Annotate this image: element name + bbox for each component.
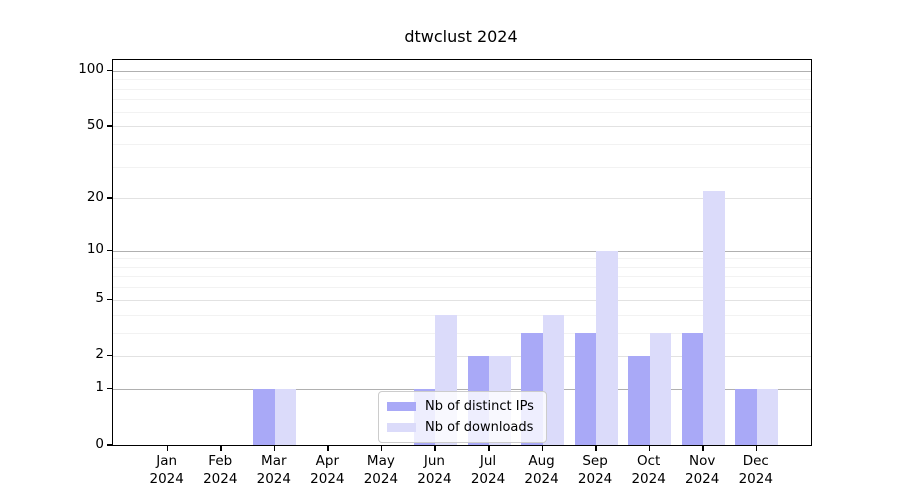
gridline-semi bbox=[113, 126, 811, 128]
x-tick-label-aug: Aug 2024 bbox=[524, 453, 559, 487]
gridline-semi bbox=[113, 299, 811, 301]
y-tick-mark bbox=[107, 354, 112, 357]
y-tick-label: 0 bbox=[95, 435, 104, 452]
chart-title: dtwclust 2024 bbox=[404, 27, 518, 46]
bar-downloads-sep bbox=[596, 250, 618, 445]
bar-downloads-dec bbox=[756, 388, 779, 445]
x-tick-label-apr: Apr 2024 bbox=[310, 453, 345, 487]
y-tick-mark bbox=[107, 249, 112, 252]
x-tick-label-may: May 2024 bbox=[363, 453, 399, 487]
legend-swatch-downloads-icon bbox=[387, 423, 416, 432]
y-tick-mark bbox=[107, 197, 112, 199]
bar-downloads-oct bbox=[649, 332, 672, 445]
bar-distinct-ips-nov bbox=[681, 332, 704, 445]
y-tick-label: 100 bbox=[78, 61, 104, 78]
x-tick-mark bbox=[273, 445, 276, 451]
y-tick-label: 5 bbox=[95, 290, 104, 307]
gridline-minor bbox=[113, 88, 811, 90]
gridline-minor bbox=[113, 287, 811, 289]
legend-item-downloads: Nb of downloads bbox=[387, 419, 534, 436]
x-tick-label-sep: Sep 2024 bbox=[577, 453, 613, 487]
x-tick-mark bbox=[595, 445, 597, 451]
y-tick-mark bbox=[107, 69, 112, 72]
x-tick-mark bbox=[220, 445, 222, 451]
gridline-minor bbox=[113, 276, 811, 278]
x-tick-label-oct: Oct 2024 bbox=[631, 453, 666, 487]
gridline-major bbox=[113, 250, 811, 252]
x-tick-label-nov: Nov 2024 bbox=[685, 453, 720, 487]
x-tick-mark bbox=[434, 445, 436, 451]
bar-downloads-nov bbox=[703, 190, 725, 445]
x-tick-label-mar: Mar 2024 bbox=[256, 453, 291, 487]
y-tick-mark bbox=[107, 298, 112, 301]
x-tick-label-jul: Jul 2024 bbox=[470, 453, 506, 487]
legend-swatch-distinct-ips-icon bbox=[387, 402, 416, 411]
y-tick-mark bbox=[107, 125, 112, 127]
legend: Nb of distinct IPs Nb of downloads bbox=[378, 391, 547, 443]
gridline-minor bbox=[113, 99, 811, 101]
x-tick-label-feb: Feb 2024 bbox=[203, 453, 238, 487]
x-tick-label-jan: Jan 2024 bbox=[149, 453, 184, 487]
gridline-major bbox=[113, 70, 811, 72]
y-tick-label: 20 bbox=[86, 188, 104, 205]
x-tick-mark bbox=[380, 445, 383, 451]
gridline-minor bbox=[113, 266, 811, 268]
y-tick-label: 1 bbox=[95, 379, 104, 396]
x-tick-mark bbox=[648, 445, 651, 451]
y-tick-label: 2 bbox=[95, 346, 104, 363]
gridline-semi bbox=[113, 355, 811, 357]
plot-area bbox=[112, 59, 812, 446]
gridline-semi bbox=[113, 198, 811, 200]
legend-label-downloads: Nb of downloads bbox=[425, 420, 534, 435]
legend-label-distinct-ips: Nb of distinct IPs bbox=[425, 399, 534, 414]
gridline-minor bbox=[113, 79, 811, 81]
x-tick-mark bbox=[541, 445, 544, 451]
gridline-major bbox=[113, 388, 811, 390]
bar-distinct-ips-sep bbox=[574, 332, 597, 445]
gridline-minor bbox=[113, 111, 811, 113]
x-tick-label-dec: Dec 2024 bbox=[738, 453, 773, 487]
x-tick-mark bbox=[755, 445, 758, 451]
bar-distinct-ips-mar bbox=[253, 388, 275, 445]
gridline-minor bbox=[113, 258, 811, 260]
y-tick-mark bbox=[107, 387, 112, 390]
gridline-minor bbox=[113, 166, 811, 168]
bar-distinct-ips-dec bbox=[735, 388, 757, 445]
gridline-minor bbox=[113, 143, 811, 145]
y-tick-mark bbox=[107, 444, 112, 446]
x-tick-mark bbox=[488, 445, 490, 451]
bar-downloads-aug bbox=[542, 314, 565, 445]
legend-item-distinct-ips: Nb of distinct IPs bbox=[387, 398, 534, 415]
bar-downloads-mar bbox=[274, 388, 297, 445]
bar-distinct-ips-oct bbox=[628, 355, 650, 445]
x-tick-mark bbox=[327, 445, 329, 451]
gridline-minor bbox=[113, 332, 811, 334]
gridline-minor bbox=[113, 314, 811, 316]
x-tick-mark bbox=[166, 445, 169, 451]
x-tick-mark bbox=[702, 445, 704, 451]
y-tick-label: 50 bbox=[86, 116, 104, 133]
x-tick-label-jun: Jun 2024 bbox=[417, 453, 452, 487]
y-tick-label: 10 bbox=[86, 241, 104, 258]
